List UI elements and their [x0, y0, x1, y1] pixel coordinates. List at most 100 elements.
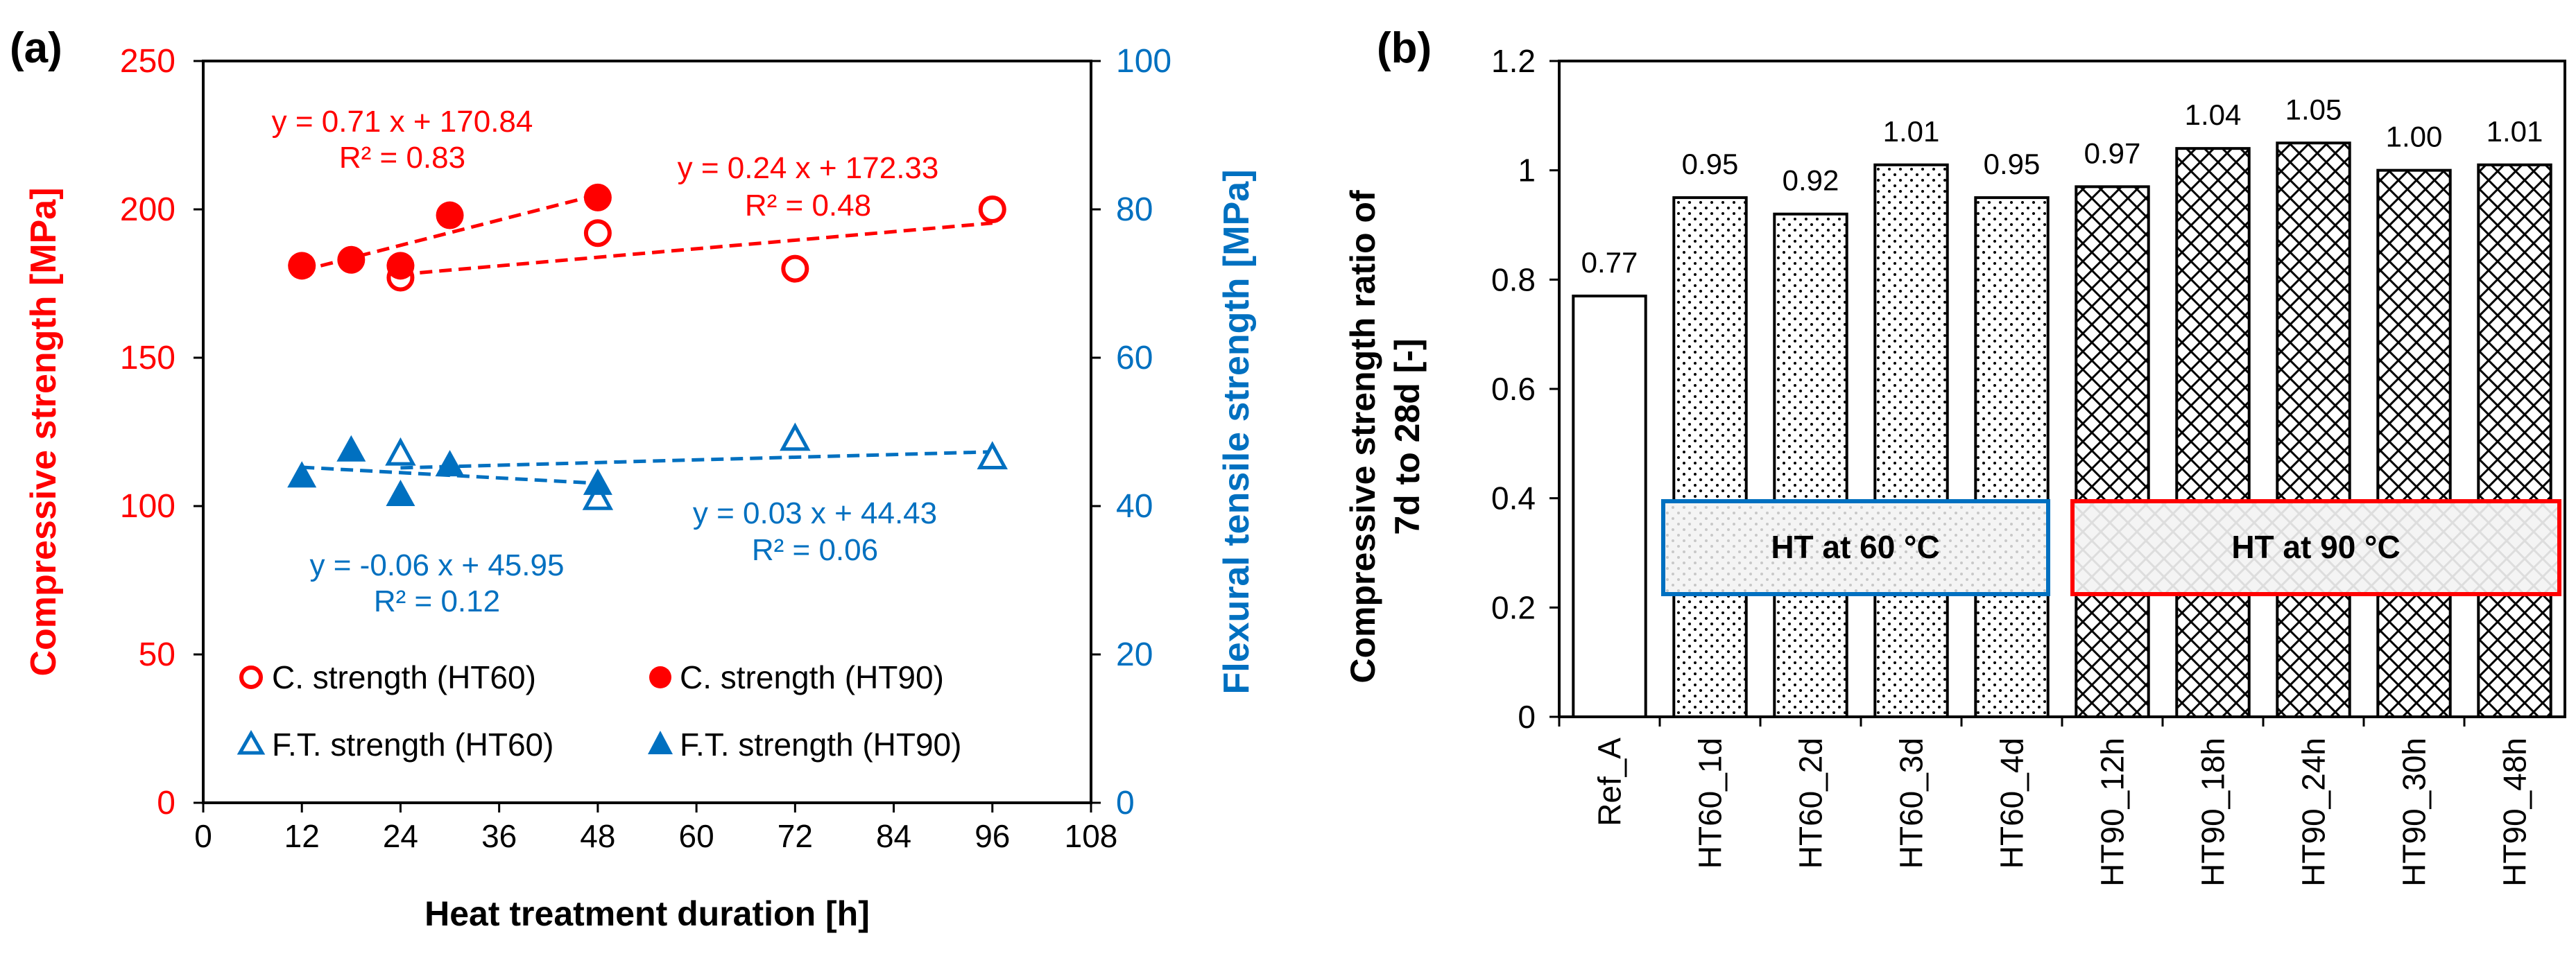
- category-label: HT90_24h: [2296, 738, 2332, 887]
- point-c-ht60: [978, 195, 1006, 223]
- right-tick-label: 40: [1116, 488, 1153, 525]
- r2-c-ht60: R² = 0.48: [745, 189, 871, 223]
- category-label: HT60_4d: [1994, 738, 2030, 869]
- bar-ht90-12h: [2075, 185, 2150, 719]
- point-ft-ht60: [977, 441, 1008, 469]
- legend: C. strength (HT60) C. strength (HT90) F.…: [237, 659, 961, 763]
- bar-ht90-30h: [2376, 168, 2452, 718]
- r2-ft-ht90: R² = 0.12: [374, 584, 500, 618]
- point-ft-ht60: [582, 482, 614, 510]
- ratio-axis-title-line2: 7d to 28d [-]: [1388, 338, 1427, 535]
- bar-value-label: 1.05: [2285, 93, 2342, 125]
- x-tick-label: 72: [778, 818, 813, 854]
- left-tick-label: 200: [120, 191, 175, 228]
- panel-a-plot-area: [202, 60, 1092, 804]
- x-tick-label: 24: [383, 818, 418, 854]
- x-tick-label: 36: [481, 818, 517, 854]
- ratio-tick-label: 1.2: [1491, 43, 1536, 79]
- bar-value-label: 0.95: [1984, 148, 2041, 180]
- point-c-ht90: [386, 252, 415, 280]
- trendline: [400, 450, 993, 470]
- bar-ht60-3d: [1873, 163, 1949, 719]
- x-tick-label: 96: [974, 818, 1010, 854]
- bar-value-label: 1.00: [2386, 121, 2443, 153]
- ratio-tick-label: 0.6: [1491, 371, 1536, 407]
- x-axis-ticks: 0 12 24 36 48 60 72 84 96 108: [194, 803, 1117, 854]
- legend-label-c-ht60: C. strength (HT60): [272, 659, 536, 695]
- left-tick-label: 0: [157, 785, 175, 822]
- bar-value-label: 1.01: [2487, 115, 2543, 148]
- point-c-ht90: [288, 252, 316, 280]
- right-tick-label: 60: [1116, 340, 1153, 376]
- panel-b: (b) 00.20.40.60.811.2 0.770.950.921.010.…: [1343, 24, 2566, 887]
- bar-ht90-24h: [2276, 141, 2351, 718]
- x-tick-label: 48: [580, 818, 615, 854]
- bar-value-label: 0.95: [1682, 148, 1739, 180]
- group-box-60-frame: [1661, 499, 2050, 596]
- x-tick-label: 84: [876, 818, 911, 854]
- legend-marker-c-ht60: [239, 666, 263, 689]
- group-box-90-frame: [2070, 499, 2561, 596]
- r2-c-ht90: R² = 0.83: [339, 141, 465, 175]
- category-label: HT90_30h: [2396, 738, 2432, 887]
- right-axis-title: Flexural tensile strength [MPa]: [1217, 169, 1257, 694]
- legend-marker-ft-ht90: [648, 731, 673, 754]
- group-label-60: HT at 60 °C: [1771, 529, 1939, 565]
- bar-ht60-4d: [1974, 196, 2050, 719]
- x-tick-label: 0: [194, 818, 212, 854]
- trendline: [400, 221, 993, 277]
- bar-value-label: 1.01: [1883, 115, 1940, 148]
- left-axis-ticks: 0 50 100 150 200 250: [120, 43, 203, 822]
- legend-label-c-ht90: C. strength (HT90): [680, 659, 944, 695]
- right-axis-ticks: 0 20 40 60 80 100: [1091, 43, 1171, 822]
- panel-a-label: (a): [10, 24, 62, 72]
- category-label: HT60_2d: [1793, 738, 1829, 869]
- point-c-ht90: [436, 201, 464, 229]
- bar-ht60-2d: [1773, 212, 1848, 718]
- ratio-axis-title-line1: Compressive strength ratio of: [1343, 190, 1382, 684]
- point-c-ht90: [583, 183, 612, 211]
- category-label: Ref_A: [1592, 738, 1628, 826]
- point-ft-ht60: [385, 437, 416, 466]
- x-tick-label: 12: [284, 818, 320, 854]
- panel-a: (a) 0 50 100 150 200 250 0 20 40 60 80 100 0 12 24 36…: [10, 24, 1257, 933]
- legend-label-ft-ht90: F.T. strength (HT90): [680, 727, 961, 763]
- eq-ft-ht90: y = -0.06 x + 45.95: [310, 548, 565, 582]
- bar-ht60-1d: [1672, 196, 1748, 719]
- point-ft-ht90: [583, 468, 612, 495]
- point-ft-ht90: [336, 435, 366, 462]
- left-tick-label: 250: [120, 43, 175, 80]
- x-axis-title: Heat treatment duration [h]: [424, 894, 870, 933]
- bar-value-label: 0.77: [1581, 246, 1638, 279]
- point-ft-ht60: [780, 422, 811, 451]
- eq-ft-ht60: y = 0.03 x + 44.43: [693, 496, 937, 530]
- category-label: HT90_18h: [2195, 738, 2231, 887]
- legend-marker-c-ht90: [649, 666, 671, 688]
- category-label: HT60_3d: [1894, 738, 1930, 869]
- left-tick-label: 150: [120, 340, 175, 376]
- point-ft-ht90: [386, 479, 415, 506]
- legend-label-ft-ht60: F.T. strength (HT60): [272, 727, 553, 763]
- group-box-90: HT at 90 °C: [2070, 499, 2561, 596]
- point-c-ht60: [583, 219, 612, 247]
- eq-c-ht60: y = 0.24 x + 172.33: [678, 151, 939, 185]
- bars: 0.77 0.95 0.92 1.01 0.95 0.97 1.04 1.05 1.00 1.01: [1558, 93, 2552, 727]
- ratio-tick-label: 0.4: [1491, 480, 1536, 516]
- eq-c-ht90: y = 0.71 x + 170.84: [272, 105, 533, 139]
- left-axis-title: Compressive strength [MPa]: [24, 187, 64, 676]
- panel-b-label: (b): [1377, 24, 1432, 72]
- point-c-ht90: [337, 245, 366, 274]
- legend-marker-ft-ht60: [237, 729, 266, 755]
- bar-value-label: 0.92: [1783, 164, 1839, 197]
- category-labels: Ref_A HT60_1d HT60_2d HT60_3d HT60_4d HT90_12…: [1592, 738, 2533, 887]
- bar-ht90-18h: [2175, 147, 2251, 718]
- group-box-60: HT at 60 °C: [1661, 499, 2050, 596]
- ratio-tick-label: 0: [1518, 699, 1536, 735]
- ratio-tick-label: 0.8: [1491, 261, 1536, 297]
- left-tick-label: 50: [139, 636, 175, 673]
- x-tick-label: 60: [679, 818, 714, 854]
- group-label-90: HT at 90 °C: [2231, 529, 2400, 565]
- right-tick-label: 100: [1116, 43, 1171, 80]
- point-c-ht60: [781, 254, 809, 283]
- x-tick-label: 108: [1065, 818, 1118, 854]
